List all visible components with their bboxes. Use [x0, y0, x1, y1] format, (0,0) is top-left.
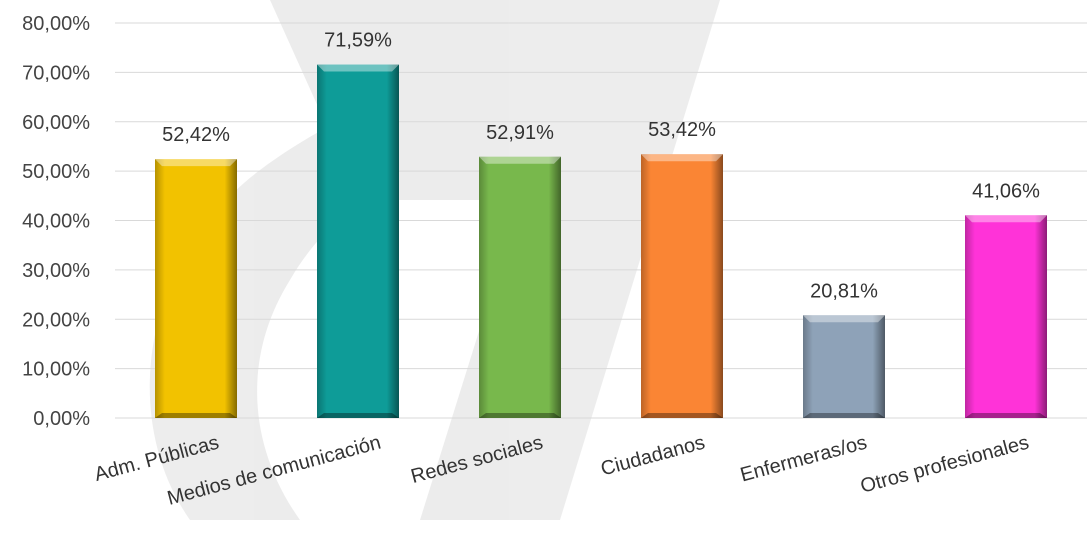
bar — [641, 154, 723, 418]
data-label: 52,42% — [162, 124, 230, 146]
category-label: Otros profesionales — [858, 432, 1031, 498]
y-tick-label: 50,00% — [22, 161, 90, 183]
data-label: 71,59% — [324, 30, 392, 52]
y-gridlines — [115, 22, 1087, 419]
category-label: Enfermeras/os — [738, 432, 869, 487]
y-tick-label: 40,00% — [22, 211, 90, 233]
bar — [479, 156, 561, 418]
y-tick-label: 60,00% — [22, 112, 90, 134]
y-tick-label: 0,00% — [33, 408, 90, 430]
bar — [155, 159, 237, 418]
bar — [317, 64, 399, 418]
y-axis-tick-labels: 0,00% 10,00% 20,00% 30,00% 40,00% 50,00% 60,00… — [22, 13, 90, 430]
y-tick-label: 10,00% — [22, 359, 90, 381]
y-tick-label: 30,00% — [22, 260, 90, 282]
data-label: 52,91% — [486, 122, 554, 144]
y-tick-label: 20,00% — [22, 309, 90, 331]
data-label: 41,06% — [972, 180, 1040, 202]
category-label: Ciudadanos — [598, 432, 707, 481]
bar — [803, 315, 885, 418]
data-label: 53,42% — [648, 119, 716, 141]
y-tick-label: 70,00% — [22, 62, 90, 84]
bars — [155, 64, 1047, 418]
y-tick-label: 80,00% — [22, 13, 90, 35]
data-labels: 52,42% 71,59% 52,91% 53,42% 20,81% 41,06% — [162, 30, 1040, 303]
bar — [965, 215, 1047, 418]
data-label: 20,81% — [810, 280, 878, 302]
